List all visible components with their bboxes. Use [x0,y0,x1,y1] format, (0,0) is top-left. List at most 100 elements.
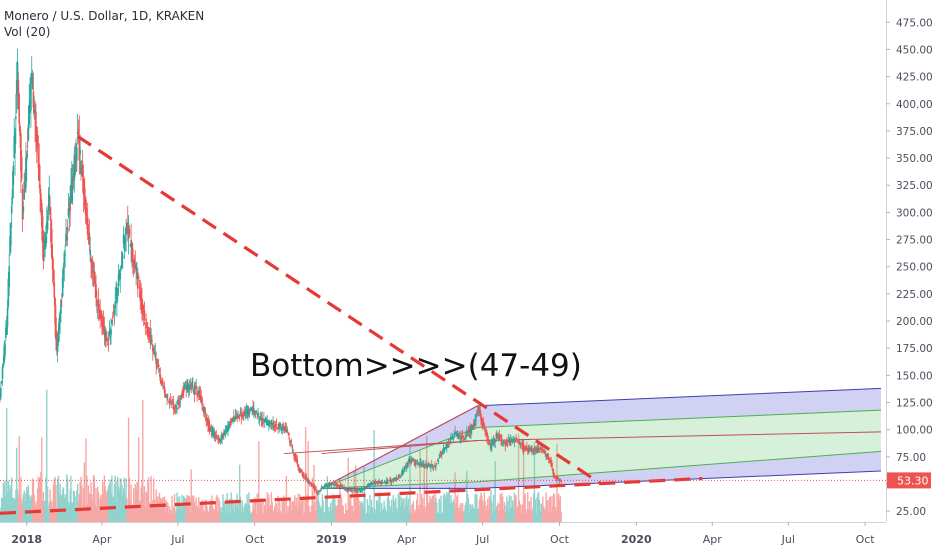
volume-bar [453,503,455,522]
candle-body [253,410,256,414]
volume-bar [325,499,328,522]
candle-body [287,432,289,434]
volume-bar [115,501,117,522]
volume-bar [204,500,207,522]
volume-bar [87,485,90,522]
candle-body [289,441,292,443]
volume-bar [226,493,228,522]
volume-bar [370,499,373,522]
candle-body [207,421,210,431]
volume-bar [529,509,531,522]
candle-body [434,464,436,467]
volume-bar [435,497,437,522]
candle-body [476,411,479,413]
volume-bar [476,494,478,522]
volume-bar [98,506,101,522]
candle-body [541,448,544,452]
volume-bar [60,495,62,522]
candle-body [319,490,321,492]
candle-body [212,430,214,435]
volume-bar [32,480,35,522]
volume-bar [293,501,295,522]
candle-body [528,447,531,452]
candle-body [175,405,177,408]
volume-bar [11,497,14,522]
candle-body [514,440,517,442]
volume-bar [437,512,440,522]
candle-body [559,479,562,481]
candle-body [482,422,485,426]
candle-body [251,407,253,411]
candle-body [87,233,90,240]
candle-body [390,482,393,484]
candle-body [137,275,140,280]
candle-body [332,483,334,485]
candle-body [377,482,380,484]
candle-body [208,424,211,431]
candle-body [483,423,486,429]
volume-bar [179,503,182,522]
candle-body [293,453,296,459]
volume-bar [418,504,420,522]
candle-body [188,386,191,389]
volume-bar [446,495,449,522]
candle-body [215,435,218,439]
candle-body [198,392,201,400]
candle-body [330,484,333,486]
volume-bar [5,408,8,522]
candle-body [236,418,238,420]
volume-bar [58,494,60,522]
candle-body [130,239,132,246]
volume-bar [112,497,115,522]
volume-bar [225,498,228,522]
volume-bar [96,506,98,522]
volume-bar [454,472,456,522]
candle-body [224,431,227,435]
volume-bar [503,502,506,522]
candle-body [30,81,32,111]
candle-body [454,431,456,433]
candle-body [437,460,440,462]
volume-bar [262,500,264,522]
volume-bar [166,502,168,522]
volume-bar [68,504,71,522]
y-tick-label: 150.00 [896,370,932,382]
candle-body [477,405,480,411]
volume-bar [472,507,475,522]
candle-body [66,235,68,241]
volume-bar [14,498,16,522]
volume-bar [451,503,454,522]
volume-bar [187,495,189,522]
volume-bar [542,496,544,522]
volume-bar [124,497,126,522]
volume-bar [228,498,231,522]
volume-bar [291,501,293,522]
candle-body [53,282,56,298]
volume-bar [186,494,188,522]
candle-body [23,182,26,200]
candle-body [131,242,133,255]
candle-body [359,490,362,492]
y-tick-label: 225.00 [896,289,932,301]
volume-bar [405,495,408,522]
candle-body [521,443,524,450]
volume-bar [59,483,61,522]
volume-bar [522,441,525,522]
candle-body [192,389,195,394]
candle-body [476,415,478,417]
last-price-tag: 53.30 [887,472,931,489]
candle-body [262,419,264,425]
volume-bar [300,497,303,522]
volume-bar [362,506,364,522]
volume-bar [364,492,366,522]
last-price-value: 53.30 [897,474,929,487]
volume-bar [461,511,463,522]
candle-body [436,460,439,462]
volume-bar [442,495,445,522]
volume-bar [379,492,381,522]
candle-body [290,444,293,446]
volume-bar [61,489,64,522]
volume-bar [484,500,486,522]
